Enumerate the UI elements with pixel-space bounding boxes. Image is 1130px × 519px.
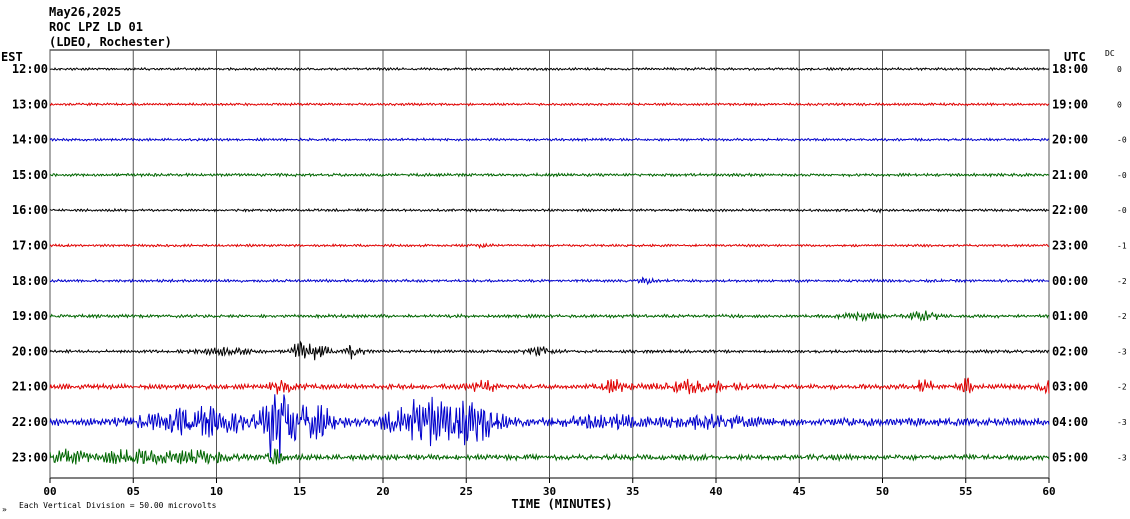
dc-value: -1 [1117, 242, 1127, 251]
left-time-label: 18:00 [12, 274, 48, 288]
x-tick-label: 35 [626, 485, 639, 498]
x-tick-label: 15 [293, 485, 306, 498]
x-tick-label: 50 [876, 485, 889, 498]
header-station: ROC LPZ LD 01 [49, 20, 143, 34]
trace-16:00 [49, 207, 1050, 214]
right-time-label: 00:00 [1052, 274, 1088, 288]
trace-group [49, 66, 1050, 466]
left-time-label: 12:00 [12, 62, 48, 76]
dc-values: 0 0 -0 -0 -0 -1 -2 -2 -3 -2 -3 -3 [1117, 65, 1127, 462]
x-tick-label: 00 [43, 485, 56, 498]
x-tick-label: 25 [460, 485, 473, 498]
left-time-label: 17:00 [12, 239, 48, 253]
left-time-label: 20:00 [12, 344, 48, 358]
trace-21:00 [49, 377, 1050, 395]
x-axis-label: TIME (MINUTES) [511, 497, 612, 511]
left-time-label: 16:00 [12, 203, 48, 217]
right-time-label: 05:00 [1052, 450, 1088, 464]
right-time-labels: 18:00 19:00 20:00 21:00 22:00 23:00 00:00 01:00… [1052, 62, 1088, 464]
dc-value: -0 [1117, 206, 1127, 215]
trace-23:00 [49, 448, 1050, 466]
right-time-label: 20:00 [1052, 133, 1088, 147]
right-time-label: 04:00 [1052, 415, 1088, 429]
left-time-labels: 12:00 13:00 14:00 15:00 16:00 17:00 18:00 19:00… [12, 62, 48, 464]
left-time-label: 19:00 [12, 309, 48, 323]
scale-note: Each Vertical Division = 50.00 microvolt… [19, 501, 217, 510]
dc-value: -3 [1117, 453, 1127, 462]
dc-value: 0 [1117, 100, 1122, 109]
x-tick-label: 20 [376, 485, 389, 498]
trace-20:00 [49, 340, 1050, 361]
x-tick-label: 55 [959, 485, 972, 498]
dc-value: -3 [1117, 418, 1127, 427]
trace-18:00 [49, 276, 1050, 286]
right-time-label: 22:00 [1052, 203, 1088, 217]
right-time-label: 19:00 [1052, 97, 1088, 111]
trace-17:00 [49, 242, 1050, 250]
x-tick-label: 10 [210, 485, 223, 498]
left-time-label: 15:00 [12, 168, 48, 182]
dc-label: DC [1105, 49, 1115, 58]
header-date: May26,2025 [49, 5, 121, 19]
x-tick-label: 30 [543, 485, 556, 498]
trace-12:00 [49, 66, 1050, 72]
footer-marker: » [2, 505, 7, 514]
dc-value: -3 [1117, 347, 1127, 356]
right-zone-label: UTC [1064, 50, 1086, 64]
dc-value: -2 [1117, 383, 1127, 392]
trace-14:00 [49, 137, 1050, 142]
right-time-label: 21:00 [1052, 168, 1088, 182]
right-time-label: 18:00 [1052, 62, 1088, 76]
x-tick-group: 00 05 10 15 20 25 30 35 40 45 50 55 60 [43, 478, 1056, 498]
dc-value: -0 [1117, 136, 1127, 145]
x-tick-label: 45 [793, 485, 806, 498]
trace-22:00 [49, 394, 1050, 462]
right-time-label: 23:00 [1052, 239, 1088, 253]
dc-value: -2 [1117, 312, 1127, 321]
left-time-label: 23:00 [12, 450, 48, 464]
dc-value: -2 [1117, 277, 1127, 286]
trace-19:00 [49, 310, 1050, 322]
left-time-label: 22:00 [12, 415, 48, 429]
dc-value: 0 [1117, 65, 1122, 74]
trace-13:00 [49, 101, 1050, 107]
time-grid [49, 50, 1050, 478]
dc-value: -0 [1117, 171, 1127, 180]
right-time-label: 02:00 [1052, 344, 1088, 358]
left-time-label: 21:00 [12, 380, 48, 394]
right-time-label: 01:00 [1052, 309, 1088, 323]
x-tick-label: 05 [127, 485, 140, 498]
left-time-label: 14:00 [12, 133, 48, 147]
x-tick-label: 60 [1042, 485, 1055, 498]
trace-15:00 [49, 172, 1050, 178]
right-time-label: 03:00 [1052, 380, 1088, 394]
header-network: (LDEO, Rochester) [49, 35, 172, 49]
x-tick-label: 40 [709, 485, 722, 498]
left-time-label: 13:00 [12, 97, 48, 111]
left-zone-label: EST [1, 50, 23, 64]
